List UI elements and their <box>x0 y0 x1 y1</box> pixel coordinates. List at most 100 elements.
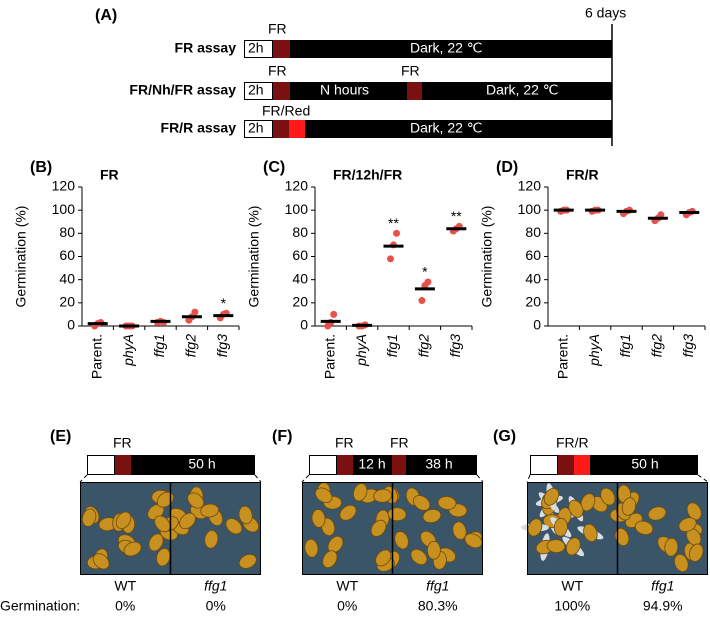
data-point <box>424 278 432 286</box>
pre-box <box>244 120 273 138</box>
sample-name: ffg1 <box>204 578 227 594</box>
seed <box>156 547 171 567</box>
segment-label: 38 h <box>425 456 452 472</box>
dark-bar <box>244 120 612 138</box>
row-name: FR/Nh/FR assay <box>129 82 236 98</box>
red-pulse <box>289 120 305 138</box>
x-tick-label: ffg3 <box>214 334 230 358</box>
zoom-line <box>697 474 709 483</box>
y-tick-label: 60 <box>292 247 308 263</box>
seed <box>200 503 220 518</box>
y-tick-label: 20 <box>292 294 308 310</box>
germination-value: 100% <box>554 598 590 614</box>
seed <box>123 541 142 557</box>
seed <box>678 517 697 533</box>
sample-name: ffg1 <box>651 578 674 594</box>
chart-title: FR <box>100 167 119 183</box>
panel-label: (D) <box>496 159 518 176</box>
data-point <box>191 308 199 316</box>
y-tick-label: 0 <box>67 317 75 333</box>
y-axis-label: Germination (%) <box>13 206 29 308</box>
seed <box>238 553 257 569</box>
seed <box>394 531 409 550</box>
zoom-line <box>476 474 484 483</box>
germination-value: 0% <box>115 598 135 614</box>
x-tick-label: ffg2 <box>649 334 665 358</box>
seed <box>464 533 483 549</box>
segment-label: 12 h <box>358 456 385 472</box>
zoom-line <box>79 474 88 483</box>
seed <box>437 496 457 510</box>
significance: ** <box>388 215 399 231</box>
seed <box>527 518 543 537</box>
chart-title: FR/12h/FR <box>333 167 402 183</box>
y-tick-label: 20 <box>59 294 75 310</box>
seed <box>187 492 205 509</box>
germination-label: Germination: <box>0 598 80 614</box>
panel-label: (G) <box>493 428 516 445</box>
seed <box>375 549 392 567</box>
pre-box <box>309 455 337 475</box>
photo <box>521 482 708 575</box>
panel-label: (F) <box>272 428 292 445</box>
dark-label: Dark, 22 ℃ <box>486 82 559 98</box>
fr-pulse <box>407 82 422 100</box>
zoom-line <box>301 474 310 483</box>
fr-pulse <box>273 82 290 100</box>
seed <box>370 519 387 537</box>
germination-value: 0% <box>337 598 357 614</box>
x-tick-label: ffg1 <box>617 334 633 357</box>
seed <box>580 493 596 512</box>
x-tick-label: ffg1 <box>151 334 167 357</box>
seed <box>322 550 338 569</box>
seed <box>686 502 702 521</box>
dark-bar <box>244 82 612 100</box>
light-label: FR <box>335 435 354 451</box>
pre-label: 2h <box>248 82 264 98</box>
seed <box>339 504 357 521</box>
seed <box>583 523 598 542</box>
seed <box>304 538 319 558</box>
significance: ** <box>451 208 462 224</box>
y-tick-label: 100 <box>52 201 76 217</box>
dark-label: Dark, 22 ℃ <box>410 120 483 136</box>
light-label: FR <box>268 21 287 37</box>
pre-label: 2h <box>248 120 264 136</box>
x-tick-label: ffg1 <box>384 334 400 357</box>
seed <box>543 487 560 506</box>
x-tick-label: ffg2 <box>183 334 199 358</box>
light-label: FR/R <box>556 435 589 451</box>
dark-bar <box>244 40 612 58</box>
seed <box>156 491 174 508</box>
sample-name: WT <box>561 578 583 594</box>
y-tick-label: 80 <box>292 224 308 240</box>
germination-value: 80.3% <box>418 598 458 614</box>
seed <box>664 537 679 557</box>
y-tick-label: 60 <box>59 247 75 263</box>
segment-label: 50 h <box>188 456 215 472</box>
x-tick-label: Parent. <box>554 334 570 379</box>
seed <box>154 515 171 533</box>
pre-label: 2h <box>248 40 264 56</box>
row-name: FR/R assay <box>161 120 237 136</box>
seed <box>311 509 326 528</box>
seed <box>92 553 110 570</box>
y-tick-label: 60 <box>525 247 541 263</box>
seed <box>647 506 667 521</box>
y-tick-label: 40 <box>59 270 75 286</box>
data-point <box>330 310 338 318</box>
y-tick-label: 80 <box>59 224 75 240</box>
seed <box>674 553 689 573</box>
seed <box>82 508 97 527</box>
sample-name: WT <box>336 578 358 594</box>
seed <box>553 517 568 537</box>
data-point <box>387 255 394 263</box>
y-axis-label: Germination (%) <box>246 206 262 308</box>
y-tick-label: 100 <box>285 201 309 217</box>
y-tick-label: 120 <box>285 178 309 194</box>
y-tick-label: 0 <box>300 317 308 333</box>
pre-box <box>87 455 115 475</box>
y-axis-label: Germination (%) <box>479 206 495 308</box>
x-tick-label: ffg3 <box>447 334 463 358</box>
